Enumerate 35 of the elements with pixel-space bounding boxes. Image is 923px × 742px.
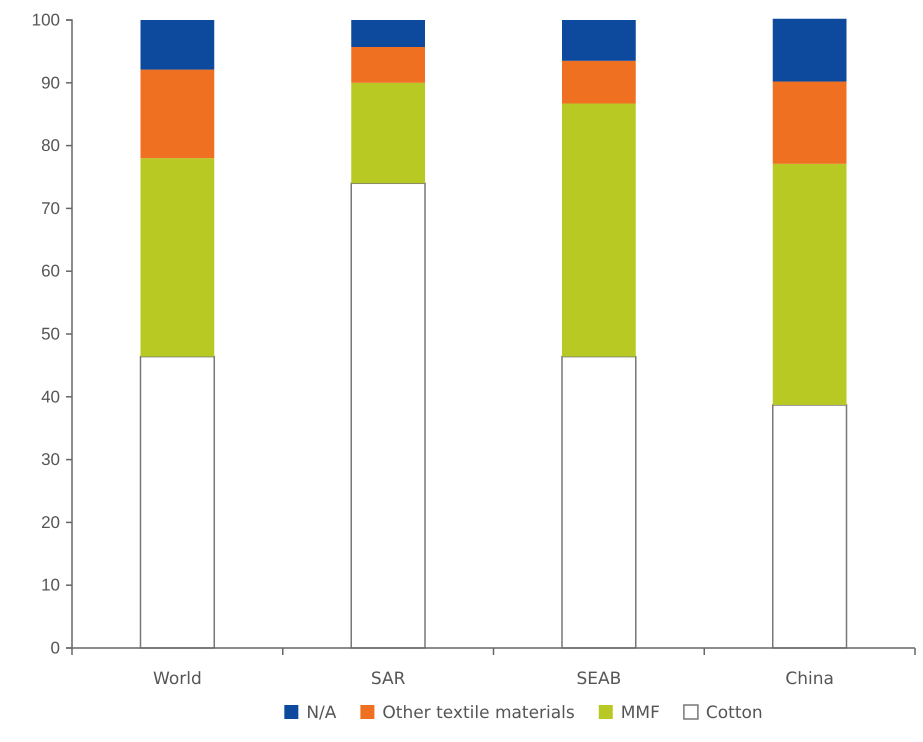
bar [351, 20, 426, 48]
bar [562, 60, 636, 104]
y-tick-label: 0 [50, 638, 60, 658]
bar [350, 182, 426, 649]
bar [772, 18, 847, 82]
bar [772, 404, 848, 649]
legend-label: MMF [620, 703, 660, 723]
legend-label: N/A [306, 703, 337, 723]
y-tick-label: 40 [41, 387, 60, 406]
bar [140, 70, 214, 158]
bar [772, 82, 847, 164]
y-tick-label: 50 [41, 324, 60, 344]
legend-label: Other textile materials [382, 703, 575, 723]
y-tick-label: 60 [41, 262, 60, 281]
bar [140, 20, 214, 70]
y-tick-label: 20 [41, 512, 60, 532]
legend-label: Cotton [706, 703, 763, 723]
y-tick-label: 10 [41, 576, 60, 595]
y-tick-label: 90 [41, 73, 60, 92]
x-tick-label: SEAB [576, 669, 622, 689]
bar [562, 20, 636, 61]
bar [562, 104, 636, 357]
y-tick-label: 30 [41, 450, 60, 470]
x-tick-label: World [153, 669, 202, 689]
y-tick-label: 100 [32, 10, 60, 30]
bar [140, 356, 216, 649]
x-tick-label: China [785, 669, 834, 689]
bar [772, 164, 847, 405]
y-tick-label: 70 [41, 198, 60, 218]
bar [140, 158, 214, 357]
bar [351, 82, 426, 184]
x-tick-label: SAR [370, 669, 406, 689]
y-tick-label: 80 [41, 136, 60, 156]
bar [561, 356, 637, 649]
bar [351, 47, 426, 83]
